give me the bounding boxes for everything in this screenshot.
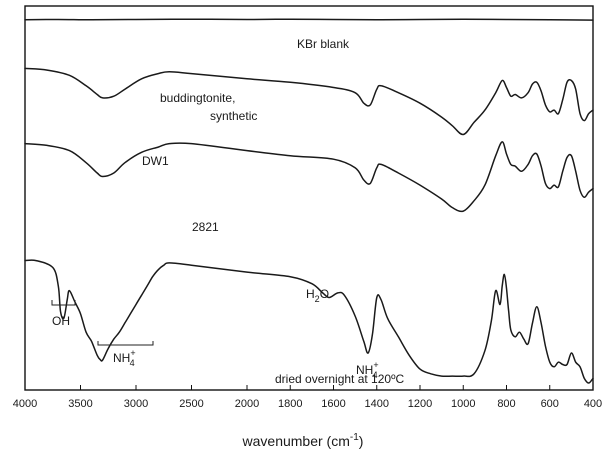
label-2821: 2821: [192, 220, 219, 234]
label-buddingtonite-line1: buddingtonite,: [160, 91, 235, 105]
oh-bracket: [51, 300, 76, 306]
plot-frame: [24, 5, 594, 391]
x-tick-label: 1200: [408, 398, 432, 410]
x-tick-label: 3500: [68, 398, 92, 410]
x-tick-label: 400: [584, 398, 602, 410]
series-line-0: [24, 18, 594, 21]
label-nh4-right: NH+ 4: [356, 360, 379, 380]
label-oh: OH: [52, 314, 70, 328]
x-tick-label: 4000: [13, 398, 37, 410]
label-kbr-blank: KBr blank: [297, 37, 350, 51]
series-line-1: [24, 67, 594, 136]
series-line-3: [24, 259, 594, 384]
spectra-traces: [24, 18, 594, 384]
label-buddingtonite-line2: synthetic: [210, 109, 257, 123]
x-tick-label: 3000: [124, 398, 148, 410]
x-tick-label: 1600: [321, 398, 345, 410]
label-dw1: DW1: [142, 154, 169, 168]
label-h2o: H2O: [306, 287, 329, 304]
x-tick-label: 1400: [365, 398, 389, 410]
x-axis-title: wavenumber (cm-1): [242, 432, 364, 449]
x-tick-label: 600: [541, 398, 559, 410]
label-nh4-left: NH+ 4: [113, 348, 136, 368]
x-tick-label: 1800: [278, 398, 302, 410]
label-dried-overnight: dried overnight at 120ºC: [275, 372, 404, 386]
x-tick-label: 2000: [235, 398, 259, 410]
x-tick-label: 2500: [179, 398, 203, 410]
series-line-2: [24, 141, 594, 213]
x-axis-ticks: 4000 3500 3000 2500 2000 1800 1600 1400 1200 1000…: [13, 385, 602, 410]
nh4-bracket: [97, 341, 154, 346]
x-tick-label: 800: [497, 398, 515, 410]
x-tick-label: 1000: [451, 398, 475, 410]
